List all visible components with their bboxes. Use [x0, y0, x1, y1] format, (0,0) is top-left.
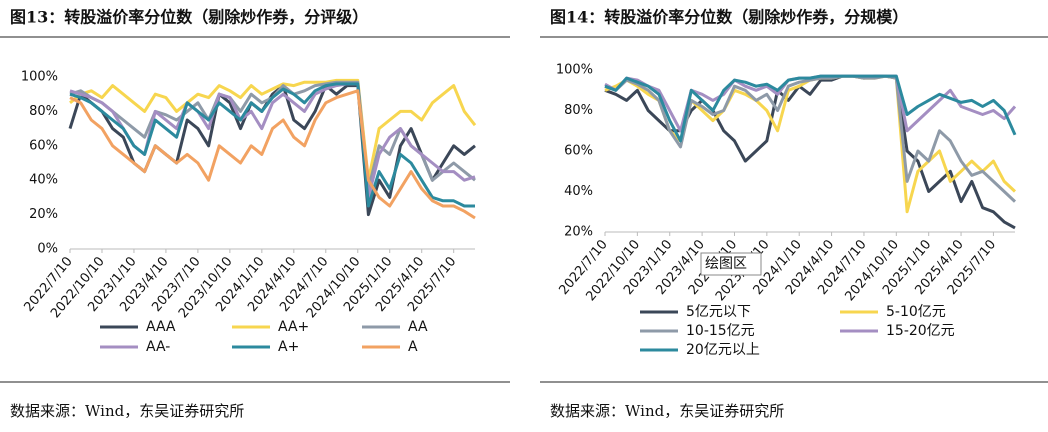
y-tick-label: 40%	[564, 184, 593, 199]
y-tick-label: 20%	[564, 225, 593, 240]
y-tick-label: 100%	[556, 63, 593, 78]
annotation: 绘图区	[705, 256, 747, 272]
source: 数据来源：Wind，东吴证券研究所	[10, 402, 244, 420]
legend-label: AA	[408, 319, 428, 335]
legend-label: AAA	[146, 319, 176, 335]
y-tick-label: 40%	[29, 173, 58, 188]
y-tick-label: 80%	[564, 103, 593, 118]
legend-label: A+	[278, 339, 299, 355]
y-tick-label: 60%	[29, 138, 58, 153]
y-tick-label: 60%	[564, 144, 593, 159]
legend-label: 15-20亿元	[886, 323, 955, 339]
y-tick-label: 100%	[21, 70, 58, 85]
y-tick-label: 20%	[29, 207, 58, 222]
series-line	[69, 82, 475, 208]
series-line	[604, 74, 1017, 203]
series-line	[604, 74, 1017, 143]
y-tick-label: 80%	[29, 104, 58, 119]
source: 数据来源：Wind，东吴证券研究所	[550, 402, 784, 420]
annotation-box	[700, 252, 762, 276]
legend-label: AA+	[278, 319, 309, 335]
legend-label: A	[408, 339, 418, 355]
legend-label: 5亿元以下	[686, 304, 751, 320]
legend-label: 5-10亿元	[886, 304, 946, 320]
series-line	[69, 89, 476, 220]
chart-title: 图14：转股溢价率分位数（剔除炒作券，分规模）	[550, 8, 908, 27]
y-tick-label: 0%	[37, 242, 58, 257]
series-line	[69, 78, 477, 182]
legend-label: 10-15亿元	[686, 323, 755, 339]
legend-label: 20亿元以上	[686, 342, 760, 358]
chart-title: 图13：转股溢价率分位数（剔除炒作券，分评级）	[10, 8, 368, 27]
legend-label: AA-	[146, 339, 170, 355]
